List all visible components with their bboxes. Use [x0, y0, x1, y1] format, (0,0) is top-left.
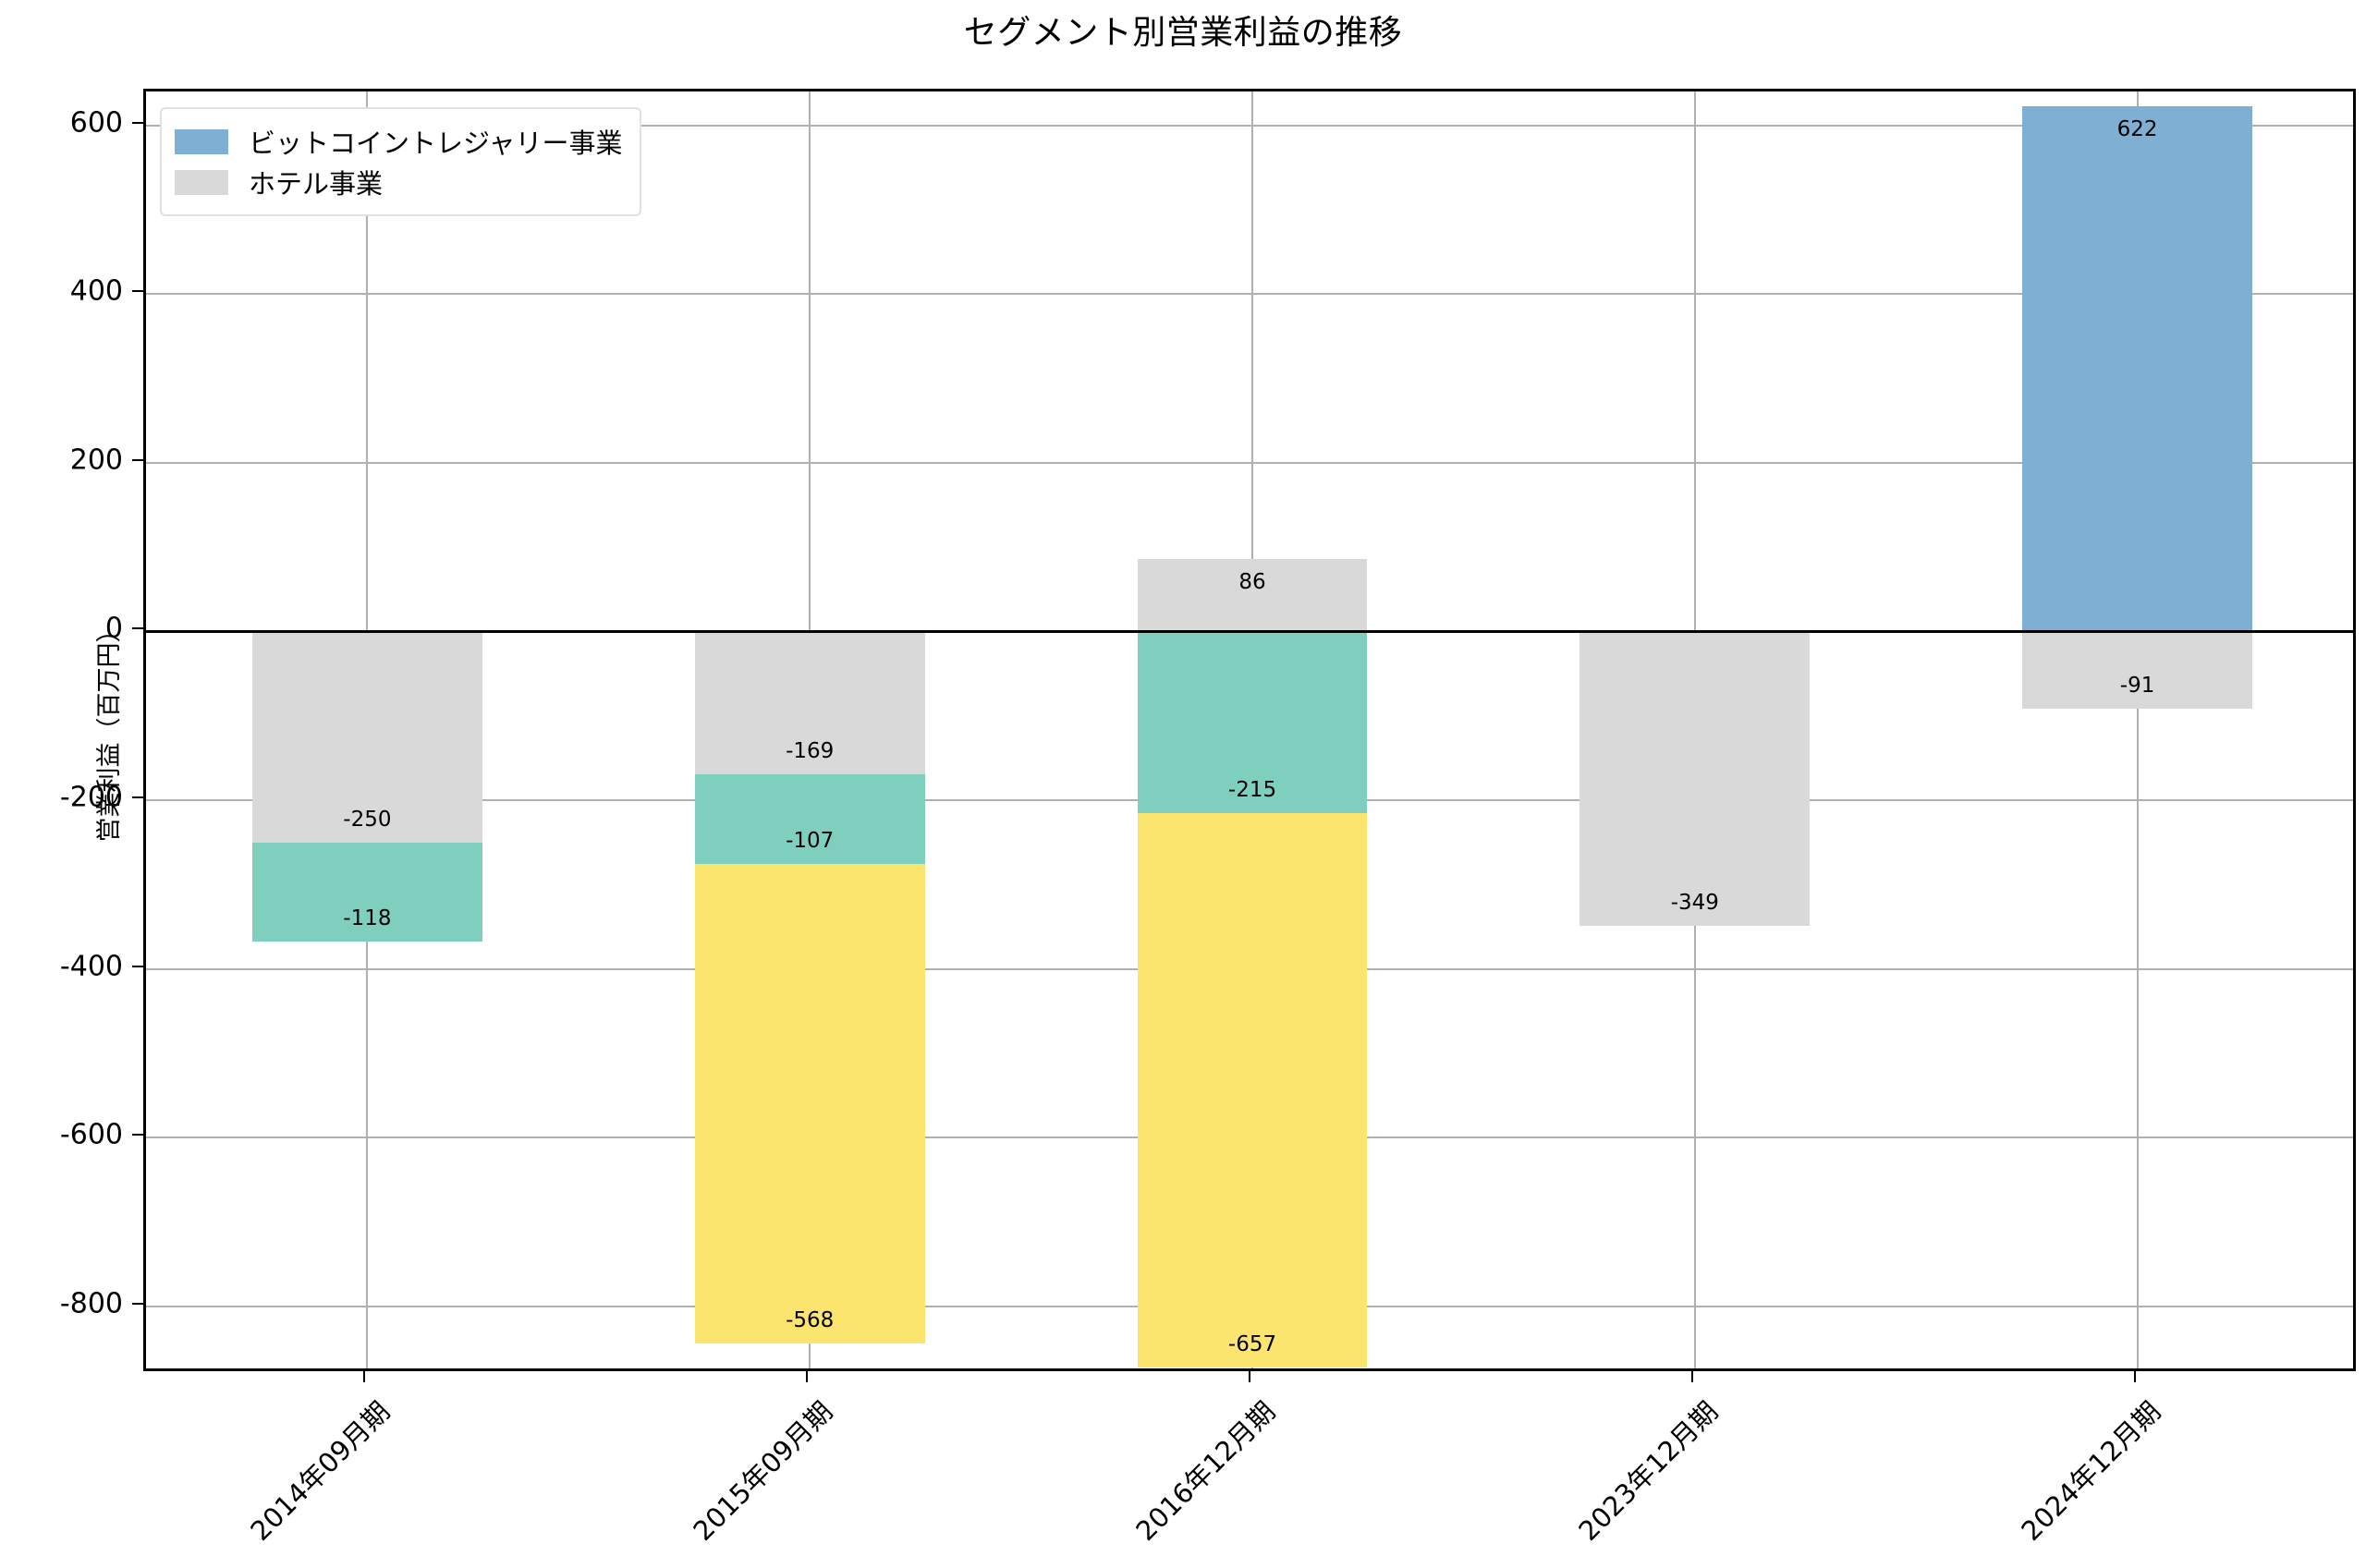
y-axis-tick-label: -200 [59, 781, 123, 814]
x-axis-tick-mark [363, 1371, 366, 1382]
legend-item[interactable]: ホテル事業 [175, 162, 623, 202]
chart-title: セグメント別営業利益の推移 [963, 14, 1403, 52]
bar-value-label: 622 [2116, 117, 2158, 142]
x-axis-tick-label: 2023年12月期 [1572, 1395, 1725, 1548]
gridline-horizontal [146, 461, 2353, 464]
chart-legend: ビットコイントレジャリー事業 ホテル事業 [160, 107, 641, 216]
x-axis-tick-mark [1690, 1371, 1693, 1382]
bar-segment [694, 631, 925, 774]
bar-segment [1579, 631, 1811, 927]
y-axis-tick-label: 400 [69, 274, 123, 308]
bar-segment [694, 864, 925, 1344]
y-axis-label-holder: 営業利益（百万円） [0, 89, 124, 1371]
x-axis-tick-mark [1249, 1371, 1250, 1382]
y-axis-tick-label: 200 [69, 444, 123, 477]
y-axis-tick-mark [132, 1134, 143, 1136]
legend-item[interactable]: ビットコイントレジャリー事業 [175, 121, 623, 162]
y-axis-tick-mark [132, 1302, 143, 1305]
bar-value-label: -91 [2119, 673, 2155, 698]
plot-inner: -250 -118 -169 -107 -568 86 -215 -657 -349 622 -91 [146, 91, 2353, 1368]
bar-segment [1137, 558, 1368, 632]
y-axis-tick-mark [132, 290, 143, 293]
bar-value-label: -657 [1227, 1331, 1277, 1356]
bar-value-label: -349 [1670, 891, 1719, 916]
gridline-horizontal [146, 293, 2353, 296]
bar-value-label: 86 [1238, 569, 1266, 594]
bar-segment [2022, 631, 2253, 709]
y-axis-tick-label: -400 [59, 950, 123, 983]
y-axis-tick-label: -600 [59, 1118, 123, 1151]
x-axis-tick-label: 2014年09月期 [244, 1395, 396, 1548]
y-axis-tick-mark [132, 627, 143, 630]
legend-color-swatch [175, 169, 228, 195]
bar-value-label: -568 [786, 1308, 835, 1333]
gridline-vertical [2136, 91, 2139, 1368]
x-axis-tick-mark [806, 1371, 809, 1382]
x-axis-tick-label: 2024年12月期 [2015, 1395, 2166, 1548]
x-axis-tick-label: 2015年09月期 [687, 1395, 839, 1548]
y-axis-label: 営業利益（百万円） [95, 617, 124, 843]
y-axis-tick-label: 0 [104, 612, 123, 645]
bar-segment [251, 842, 482, 942]
bar-value-label: -250 [343, 807, 392, 832]
bar-value-label: -215 [1227, 777, 1277, 802]
gridline-horizontal [146, 124, 2353, 127]
bar-value-label: -118 [343, 906, 392, 931]
bar-value-label: -169 [786, 738, 835, 763]
y-axis-tick-mark [132, 965, 143, 967]
bar-segment [1137, 812, 1368, 1367]
plot-area: -250 -118 -169 -107 -568 86 -215 -657 -349 622 -91… [143, 89, 2356, 1371]
bar-value-label: -107 [786, 829, 835, 854]
bar-segment [1137, 631, 1368, 813]
legend-color-swatch [175, 128, 228, 154]
bar-segment [694, 773, 925, 865]
x-axis-tick-label: 2016年12月期 [1129, 1395, 1282, 1548]
x-axis-tick-mark [2133, 1371, 2136, 1382]
y-axis-tick-label: 600 [69, 106, 123, 140]
bar-segment [2022, 106, 2253, 632]
legend-item-label: ビットコイントレジャリー事業 [249, 128, 623, 159]
y-axis-tick-mark [132, 121, 143, 124]
legend-item-label: ホテル事業 [249, 168, 384, 200]
y-axis-tick-mark [132, 796, 143, 799]
zero-baseline [146, 630, 2353, 634]
y-axis-tick-label: -800 [59, 1287, 123, 1320]
y-axis-tick-mark [132, 458, 143, 461]
bar-segment [251, 631, 482, 843]
